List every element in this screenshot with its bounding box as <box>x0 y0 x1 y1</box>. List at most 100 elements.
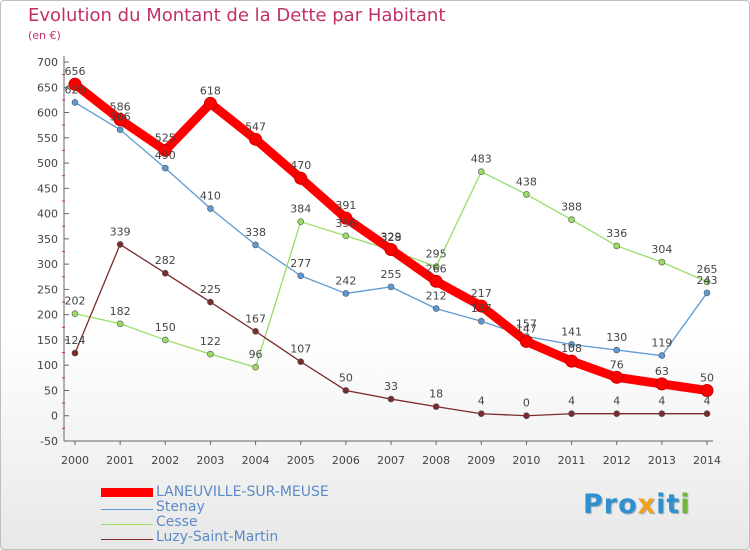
data-label: 33 <box>384 380 398 393</box>
series-point-3 <box>432 403 440 410</box>
data-label: 384 <box>290 203 311 216</box>
x-tick-label: 2003 <box>196 454 224 467</box>
series-point-1 <box>477 317 485 325</box>
data-label: 130 <box>606 331 627 344</box>
legend-swatch <box>101 539 153 540</box>
data-label: 388 <box>561 201 582 214</box>
y-tick-label: 600 <box>37 107 58 120</box>
series-point-0 <box>68 77 82 91</box>
data-label: 18 <box>429 388 443 401</box>
series-point-3 <box>161 269 169 277</box>
series-point-3 <box>207 298 214 306</box>
series-point-1 <box>252 241 259 249</box>
x-tick-label: 2007 <box>377 454 405 467</box>
data-label: 547 <box>245 120 266 133</box>
data-label: 187 <box>471 302 492 315</box>
data-label: 141 <box>561 325 582 338</box>
data-label: 490 <box>155 149 176 162</box>
y-tick-label: 300 <box>37 258 58 271</box>
data-label: 339 <box>110 225 131 238</box>
data-label: 242 <box>335 274 356 287</box>
x-tick-label: 2014 <box>693 454 721 467</box>
data-label: 470 <box>290 159 311 172</box>
series-point-3 <box>387 395 395 403</box>
series-point-2 <box>161 336 169 344</box>
data-label: 338 <box>245 226 266 239</box>
data-label: 108 <box>561 342 582 355</box>
legend-swatch <box>101 509 153 510</box>
legend-label: Luzy-Saint-Martin <box>156 529 279 545</box>
data-label: 122 <box>200 335 221 348</box>
series-point-1 <box>387 283 395 291</box>
series-point-3 <box>71 349 79 357</box>
series-point-1 <box>207 205 214 212</box>
data-label: 4 <box>704 395 711 408</box>
series-point-0 <box>249 132 263 146</box>
legend-label: LANEUVILLE-SUR-MEUSE <box>156 484 329 500</box>
series-point-0 <box>474 299 488 313</box>
x-tick-label: 2010 <box>512 454 540 467</box>
data-label: 4 <box>658 395 665 408</box>
series-point-1 <box>658 352 666 359</box>
data-label: 76 <box>610 358 624 371</box>
data-label: 438 <box>516 175 537 188</box>
x-tick-label: 2001 <box>106 454 134 467</box>
series-point-3 <box>568 410 575 418</box>
series-point-3 <box>297 358 305 365</box>
data-label: 4 <box>568 395 575 408</box>
data-label: 124 <box>65 334 86 347</box>
legend-label: Stenay <box>156 499 205 515</box>
series-point-2 <box>342 232 350 240</box>
data-label: 255 <box>381 268 402 281</box>
series-point-1 <box>297 272 305 280</box>
series-point-0 <box>565 354 579 368</box>
data-label: 618 <box>200 84 221 97</box>
series-point-1 <box>71 99 79 106</box>
data-label: 391 <box>335 199 356 212</box>
brand-logo: Proxiti <box>583 489 691 520</box>
y-tick-label: 100 <box>37 359 58 372</box>
series-point-2 <box>568 216 575 223</box>
y-tick-label: 350 <box>37 233 58 246</box>
series-point-2 <box>252 363 259 371</box>
series-point-3 <box>613 410 621 418</box>
data-label: 620 <box>65 83 86 96</box>
data-label: 265 <box>697 263 718 276</box>
chart-subtitle: (en €) <box>28 29 61 42</box>
series-point-3 <box>477 410 485 418</box>
series-point-0 <box>203 96 217 110</box>
data-label: 4 <box>613 395 620 408</box>
series-point-0 <box>339 211 353 225</box>
series-point-0 <box>384 242 398 256</box>
x-tick-label: 2013 <box>648 454 676 467</box>
data-label: 329 <box>381 230 402 243</box>
data-label: 202 <box>65 295 86 308</box>
series-point-1 <box>703 289 711 297</box>
series-point-1 <box>613 346 621 354</box>
data-label: 225 <box>200 283 221 296</box>
data-label: 96 <box>249 348 263 361</box>
data-label: 147 <box>516 322 537 335</box>
data-label: 277 <box>290 257 311 270</box>
x-tick-label: 2000 <box>61 454 89 467</box>
data-label: 304 <box>651 243 672 256</box>
x-tick-label: 2005 <box>287 454 315 467</box>
y-tick-label: 200 <box>37 309 58 322</box>
series-point-1 <box>432 305 440 312</box>
y-tick-label: -50 <box>40 435 58 448</box>
data-label: 217 <box>471 287 492 300</box>
data-label: 150 <box>155 321 176 334</box>
series-point-2 <box>523 191 530 198</box>
y-tick-label: 150 <box>37 334 58 347</box>
data-label: 586 <box>110 101 131 114</box>
y-tick-label: 500 <box>37 157 58 170</box>
series-point-2 <box>658 258 666 266</box>
data-label: 63 <box>655 365 669 378</box>
series-point-0 <box>429 274 443 288</box>
data-label: 107 <box>290 343 311 356</box>
data-label: 167 <box>245 312 266 325</box>
series-point-1 <box>568 341 575 348</box>
series-point-0 <box>113 113 127 127</box>
